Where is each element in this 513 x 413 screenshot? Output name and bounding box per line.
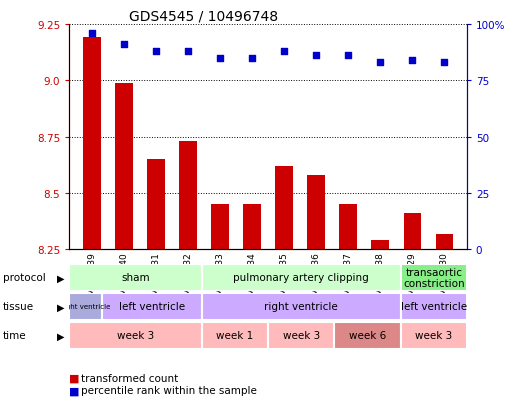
- Text: right ventricle: right ventricle: [61, 304, 110, 310]
- Text: sham: sham: [121, 273, 150, 283]
- Text: left ventricle: left ventricle: [401, 301, 467, 312]
- Bar: [243, 205, 261, 250]
- Text: week 3: week 3: [415, 330, 452, 341]
- Text: right ventricle: right ventricle: [264, 301, 338, 312]
- Point: [408, 57, 417, 64]
- Point: [184, 48, 192, 55]
- Bar: [211, 205, 229, 250]
- Text: pulmonary artery clipping: pulmonary artery clipping: [233, 273, 369, 283]
- Bar: [69, 293, 103, 320]
- Bar: [69, 322, 202, 349]
- Bar: [179, 142, 196, 250]
- Text: tissue: tissue: [3, 301, 34, 312]
- Point: [216, 55, 224, 62]
- Bar: [147, 160, 165, 250]
- Point: [376, 60, 384, 66]
- Bar: [404, 214, 421, 250]
- Text: ▶: ▶: [56, 273, 64, 283]
- Bar: [202, 322, 268, 349]
- Text: ■: ■: [69, 373, 80, 383]
- Point: [344, 53, 352, 59]
- Text: week 6: week 6: [349, 330, 386, 341]
- Bar: [340, 205, 357, 250]
- Text: percentile rank within the sample: percentile rank within the sample: [81, 385, 257, 395]
- Point: [280, 48, 288, 55]
- Text: transaortic
constriction: transaortic constriction: [403, 267, 464, 289]
- Text: protocol: protocol: [3, 273, 45, 283]
- Point: [88, 31, 96, 37]
- Bar: [268, 322, 334, 349]
- Point: [312, 53, 320, 59]
- Bar: [401, 264, 467, 291]
- Bar: [115, 83, 132, 250]
- Point: [440, 60, 448, 66]
- Bar: [103, 293, 202, 320]
- Text: week 3: week 3: [117, 330, 154, 341]
- Bar: [401, 322, 467, 349]
- Text: GDS4545 / 10496748: GDS4545 / 10496748: [129, 9, 278, 24]
- Text: ▶: ▶: [56, 301, 64, 312]
- Point: [152, 48, 160, 55]
- Point: [120, 42, 128, 48]
- Text: time: time: [3, 330, 26, 341]
- Bar: [436, 234, 453, 250]
- Bar: [371, 241, 389, 250]
- Text: ■: ■: [69, 385, 80, 395]
- Point: [248, 55, 256, 62]
- Bar: [334, 322, 401, 349]
- Bar: [275, 166, 293, 250]
- Text: transformed count: transformed count: [81, 373, 179, 383]
- Bar: [307, 176, 325, 250]
- Bar: [401, 293, 467, 320]
- Text: ▶: ▶: [56, 330, 64, 341]
- Text: week 3: week 3: [283, 330, 320, 341]
- Bar: [202, 293, 401, 320]
- Text: left ventricle: left ventricle: [119, 301, 185, 312]
- Bar: [69, 264, 202, 291]
- Bar: [202, 264, 401, 291]
- Bar: [83, 38, 101, 250]
- Text: week 1: week 1: [216, 330, 253, 341]
